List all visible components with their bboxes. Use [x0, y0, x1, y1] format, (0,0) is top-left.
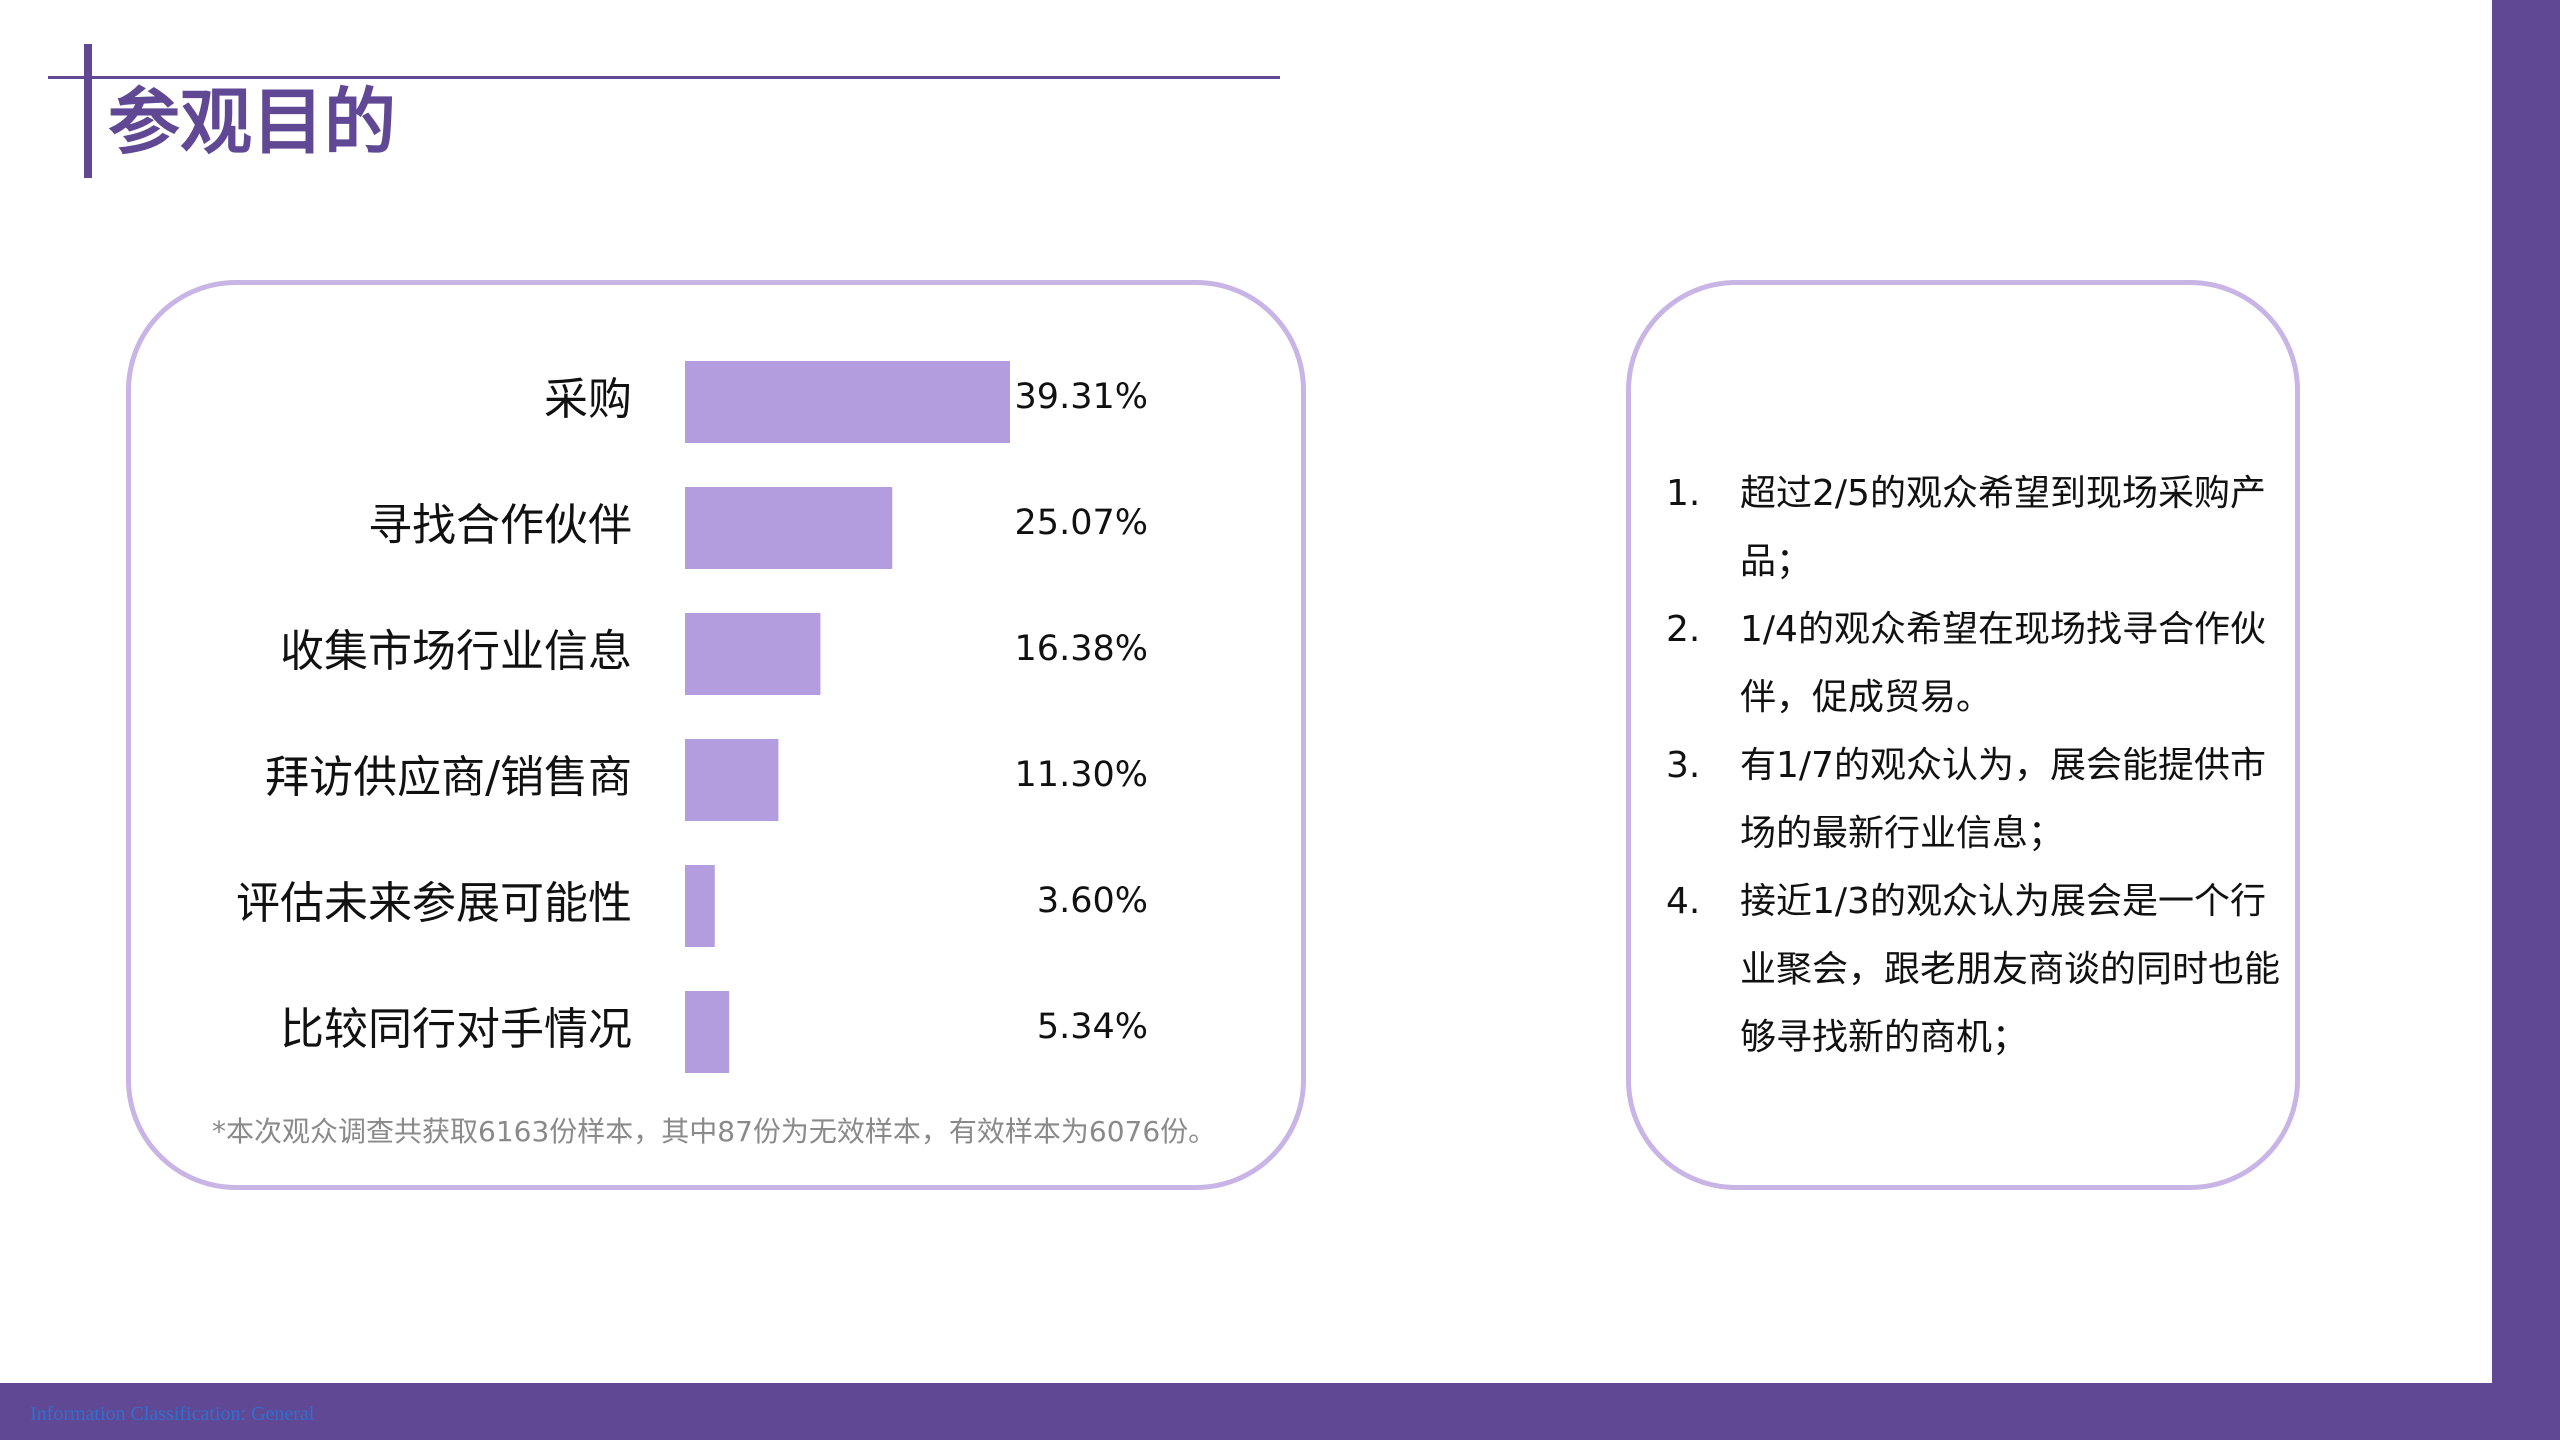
- value-label: 5.34%: [1037, 1007, 1148, 1047]
- bottom-accent-band: [0, 1383, 2560, 1440]
- category-label: 评估未来参展可能性: [236, 878, 632, 929]
- category-label: 寻找合作伙伴: [368, 500, 632, 551]
- page-title: 参观目的: [108, 80, 397, 164]
- value-label: 3.60%: [1037, 881, 1148, 921]
- value-label: 39.31%: [1015, 377, 1148, 417]
- category-label: 拜访供应商/销售商: [265, 752, 632, 803]
- note-number: 1.: [1666, 473, 1701, 514]
- note-number: 3.: [1666, 745, 1701, 786]
- note-text: 接近1/3的观众认为展会是一个行业聚会，跟老朋友商谈的同时也能够寻找新的商机；: [1740, 881, 2281, 1058]
- notes-list: 1. 超过2/5的观众希望到现场采购产品； 2. 1/4的观众希望在现场找寻合作…: [1660, 460, 2280, 1072]
- category-label: 收集市场行业信息: [280, 626, 632, 677]
- note-number: 4.: [1666, 881, 1701, 922]
- note-item: 4. 接近1/3的观众认为展会是一个行业聚会，跟老朋友商谈的同时也能够寻找新的商…: [1660, 868, 2280, 1072]
- category-label: 比较同行对手情况: [280, 1004, 632, 1055]
- note-item: 1. 超过2/5的观众希望到现场采购产品；: [1660, 460, 2280, 596]
- bar: [685, 487, 893, 569]
- bar: [685, 613, 821, 695]
- title-bar: [84, 44, 92, 178]
- bar: [685, 361, 1010, 443]
- bar: [685, 739, 779, 821]
- value-label: 16.38%: [1015, 629, 1148, 669]
- category-label: 采购: [544, 374, 632, 425]
- bar: [685, 865, 715, 947]
- bar: [685, 991, 730, 1073]
- value-label: 25.07%: [1015, 503, 1148, 543]
- note-text: 超过2/5的观众希望到现场采购产品；: [1740, 473, 2266, 582]
- note-number: 2.: [1666, 609, 1701, 650]
- note-item: 2. 1/4的观众希望在现场找寻合作伙伴，促成贸易。: [1660, 596, 2280, 732]
- classification-label: Information Classification: General: [30, 1403, 315, 1425]
- right-accent-band: [2492, 0, 2560, 1440]
- notes-panel: [1626, 280, 2300, 1190]
- title-rule: [48, 76, 1280, 79]
- note-item: 3. 有1/7的观众认为，展会能提供市场的最新行业信息；: [1660, 732, 2280, 868]
- chart-footnote: *本次观众调查共获取6163份样本，其中87份为无效样本，有效样本为6076份。: [212, 1115, 1217, 1148]
- note-text: 有1/7的观众认为，展会能提供市场的最新行业信息；: [1740, 745, 2266, 854]
- note-text: 1/4的观众希望在现场找寻合作伙伴，促成贸易。: [1740, 609, 2266, 718]
- value-label: 11.30%: [1015, 755, 1148, 795]
